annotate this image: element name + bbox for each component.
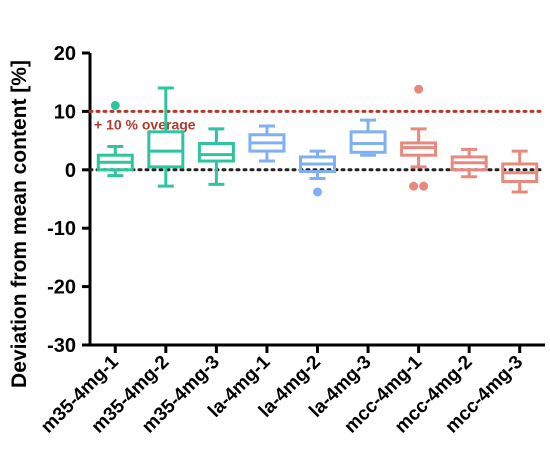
box-iqr <box>147 130 185 169</box>
y-tick-label: -20 <box>47 277 76 299</box>
reference-line-label: + 10 % overage <box>94 116 196 132</box>
box-series <box>96 84 539 197</box>
outlier-point <box>409 181 419 191</box>
box-iqr <box>197 142 235 163</box>
y-axis: -30 -20 -10 0 10 20 <box>47 43 92 357</box>
axis-labels: Deviation from mean content [%] <box>8 60 31 388</box>
box-mcc-4mg-3 <box>501 149 539 194</box>
box-la-4mg-3 <box>349 118 387 157</box>
box-mcc-4mg-2 <box>450 147 488 179</box>
y-tick-label: 20 <box>54 43 76 65</box>
box-m35-4mg-2 <box>147 86 185 188</box>
box-m35-4mg-3 <box>197 127 235 186</box>
box-m35-4mg-1 <box>96 101 134 178</box>
reference-lines: + 10 % overage <box>88 109 547 172</box>
outlier-point <box>313 187 322 197</box>
outlier-point <box>419 181 429 191</box>
y-axis-title: Deviation from mean content [%] <box>8 60 31 388</box>
y-tick-label: 0 <box>65 160 76 182</box>
outlier-point <box>414 84 424 94</box>
box-la-4mg-1 <box>248 124 286 163</box>
y-tick-label: -10 <box>47 218 76 240</box>
outlier-point <box>110 101 120 111</box>
x-axis: m35-4mg-1m35-4mg-2m35-4mg-3la-4mg-1la-4m… <box>37 343 545 437</box>
y-tick-label: -30 <box>47 335 76 357</box>
y-tick-label: 10 <box>54 101 76 123</box>
box-mcc-4mg-1 <box>400 84 438 191</box>
box-la-4mg-2 <box>299 149 336 197</box>
